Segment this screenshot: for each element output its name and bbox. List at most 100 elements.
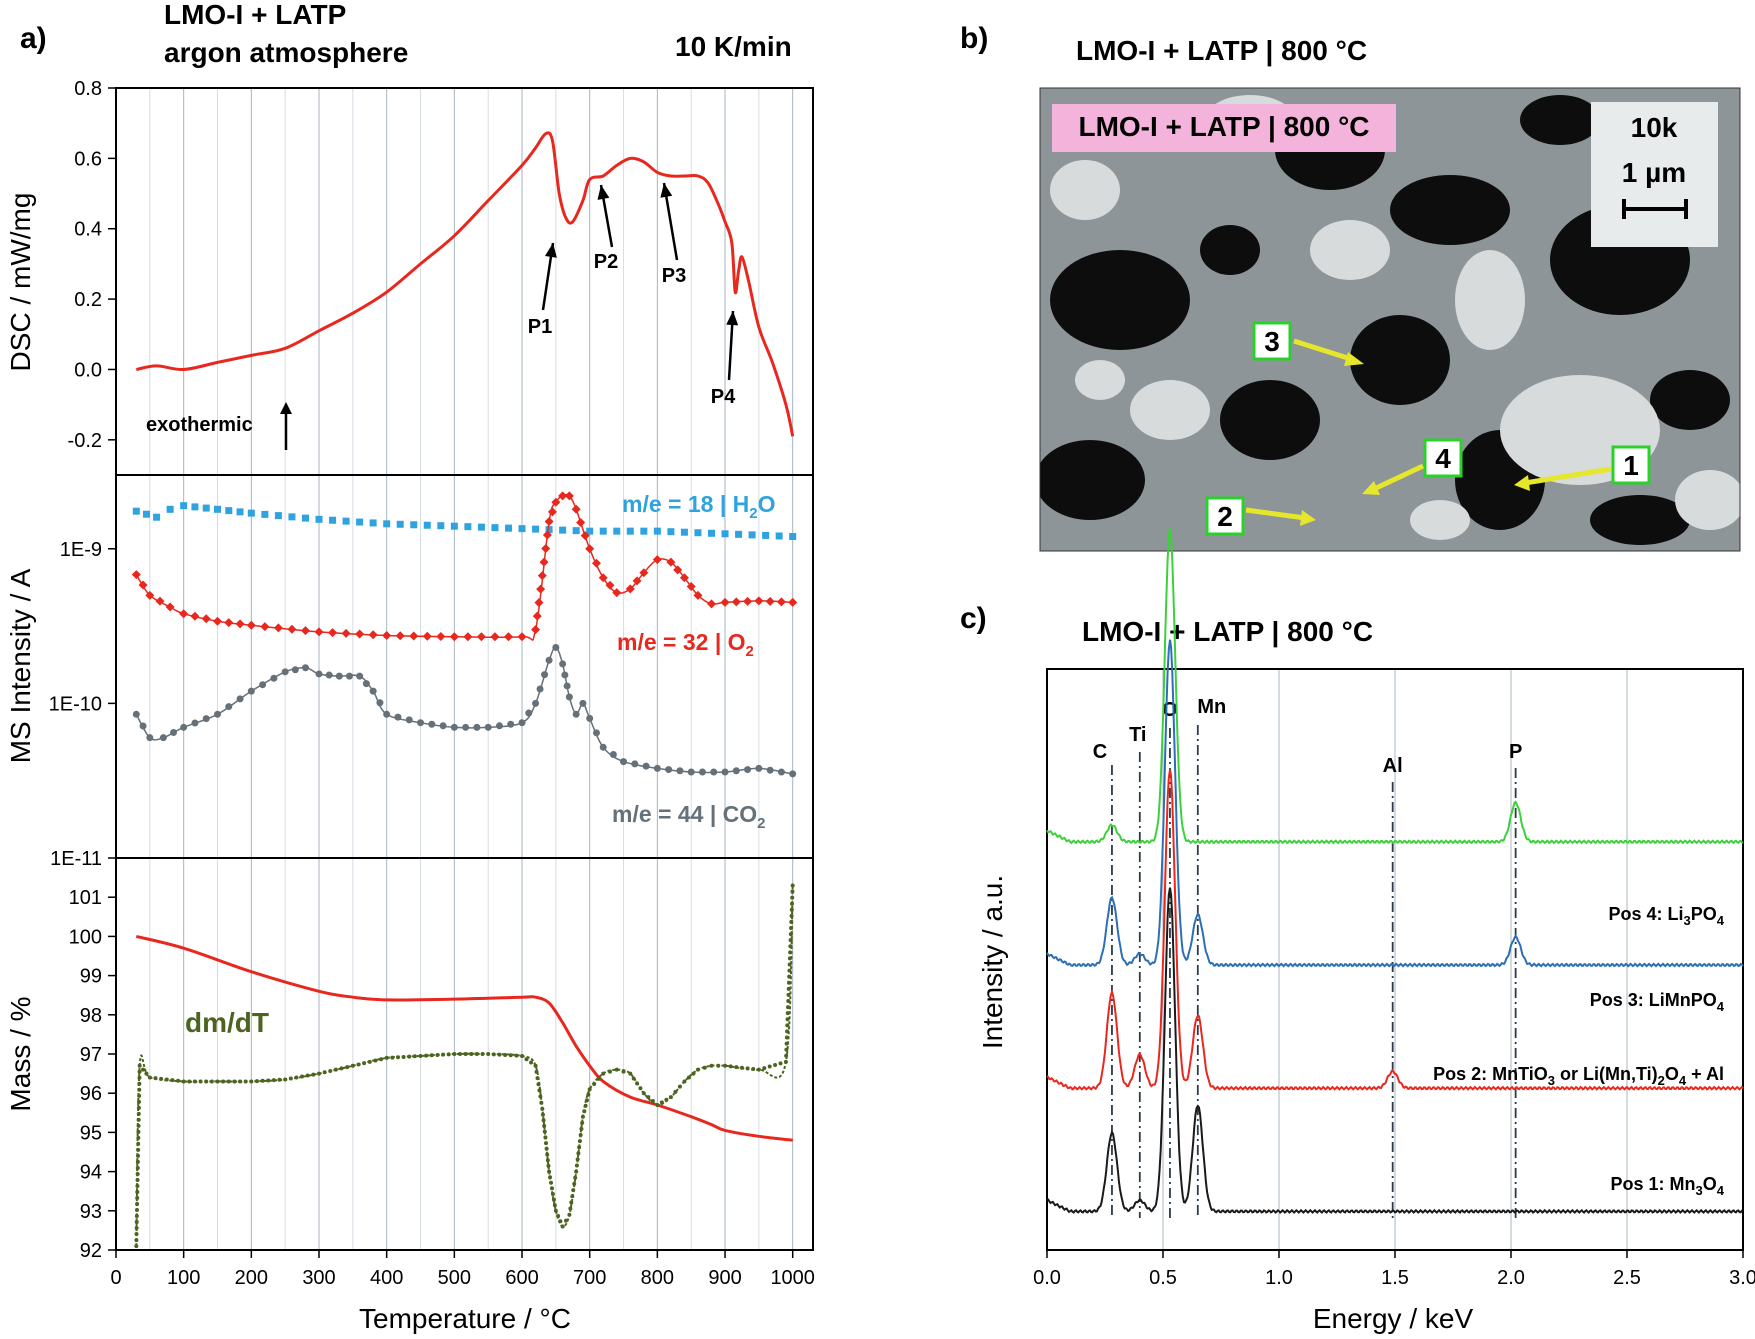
ms-point-o2 (131, 570, 141, 580)
dmdt-point (271, 1078, 276, 1083)
ms-point-co2 (545, 656, 553, 664)
eds-spectrum-label-pos-4: Pos 4: Li3PO4 (1609, 904, 1725, 928)
peak-label: P2 (594, 251, 618, 273)
dmdt-point (136, 1111, 141, 1116)
dmdt-point (446, 1052, 451, 1057)
ms-point-co2 (362, 680, 370, 688)
dmdt-point (529, 1060, 534, 1065)
ms-point-o2 (580, 531, 590, 541)
dmdt-point (159, 1076, 164, 1081)
ms-point-co2 (301, 664, 309, 672)
dmdt-point (136, 1105, 141, 1110)
dmdt-point (441, 1052, 446, 1057)
ms-point-co2 (687, 768, 695, 776)
x-tick-label: 0.5 (1149, 1267, 1177, 1289)
ms-point-o2 (409, 631, 419, 641)
dmdt-point (668, 1095, 673, 1100)
ms-point-h2o (640, 527, 648, 535)
dmdt-point (539, 1100, 544, 1105)
dmdt-point (480, 1052, 485, 1056)
dmdt-point (373, 1058, 378, 1063)
dmdt-point (580, 1120, 585, 1125)
dmdt-point (553, 1208, 558, 1213)
x-tick-label: 2.0 (1497, 1267, 1525, 1289)
dmdt-point (226, 1079, 231, 1084)
dmdt-point (339, 1066, 344, 1071)
dmdt-point (407, 1054, 412, 1059)
dmdt-point (789, 913, 794, 918)
ms-point-co2 (653, 764, 661, 772)
eds-spectrum-pos-4 (1046, 526, 1744, 845)
y-tick-label: 99 (80, 966, 102, 988)
dmdt-point (778, 1061, 783, 1066)
peak-label: P3 (662, 265, 686, 287)
dmdt-point (702, 1065, 707, 1070)
dmdt-point (134, 1220, 139, 1225)
ms-point-co2 (225, 703, 233, 711)
ms-point-co2 (417, 719, 425, 727)
dmdt-point (635, 1081, 640, 1086)
dmdt-point (534, 1069, 539, 1074)
ms-point-h2o (202, 504, 210, 512)
eds-spectrum-pos-2 (1046, 769, 1744, 1091)
ms-point-o2 (287, 624, 297, 634)
panel-b: b) LMO-I + LATP | 800 °C (960, 22, 1741, 552)
ms-point-o2 (666, 557, 676, 567)
dmdt-point (266, 1078, 271, 1083)
ms-point-co2 (428, 720, 436, 728)
dmdt-point (192, 1079, 197, 1084)
dmdt-point (283, 1077, 288, 1082)
ms-point-h2o (274, 512, 282, 520)
ms-point-o2 (422, 631, 432, 641)
dmdt-point (401, 1054, 406, 1059)
dmdt-point (723, 1063, 728, 1068)
ms-point-co2 (356, 672, 364, 680)
ms-point-o2 (706, 599, 716, 609)
ms-series-label-h2o: m/e = 18 | H2O (622, 491, 776, 522)
dmdt-point (277, 1077, 282, 1082)
ms-point-o2 (679, 573, 689, 583)
ms-point-o2 (605, 580, 615, 590)
peak-label: P1 (528, 316, 552, 338)
ms-point-h2o (356, 518, 364, 526)
eds-spectrum-pos-3 (1046, 639, 1744, 968)
dmdt-point (548, 1175, 553, 1180)
dmdt-point (650, 1099, 655, 1104)
element-label-p: P (1509, 741, 1522, 763)
dmdt-point (788, 944, 793, 949)
dmdt-point (136, 1147, 141, 1152)
ms-point-o2 (138, 580, 148, 590)
ms-point-o2 (517, 632, 527, 642)
ms-point-o2 (155, 596, 165, 606)
dmdt-point (686, 1075, 691, 1080)
dmdt-point (137, 1081, 142, 1086)
y-tick-label: 1E-11 (50, 848, 102, 870)
dmdt-point (784, 1035, 789, 1040)
dmdt-point (254, 1079, 259, 1084)
ms-point-co2 (146, 734, 154, 742)
ms-point-h2o (653, 527, 661, 535)
dmdt-point (135, 1153, 140, 1158)
dmdt-point (491, 1052, 496, 1057)
ms-point-o2 (544, 517, 554, 527)
ms-point-co2 (484, 723, 492, 731)
ms-point-co2 (789, 770, 797, 778)
dmdt-point (728, 1064, 733, 1069)
y-tick-label: 96 (80, 1083, 102, 1105)
ms-point-h2o (707, 529, 715, 537)
element-label-c: C (1093, 741, 1107, 763)
ms-point-h2o (247, 509, 255, 517)
ms-point-co2 (552, 643, 560, 651)
dmdt-point (631, 1076, 636, 1081)
dmdt-point (578, 1133, 583, 1138)
dmdt-point (356, 1062, 361, 1067)
dmdt-point (564, 1218, 569, 1223)
dmdt-point (552, 1203, 557, 1208)
dmdt-point (457, 1052, 462, 1056)
dmdt-point (783, 1059, 788, 1064)
ms-series-label-co2: m/e = 44 | CO2 (612, 801, 766, 832)
dmdt-point (379, 1057, 384, 1062)
ms-point-o2 (235, 619, 245, 629)
dmdt-point (134, 1226, 139, 1231)
eds-spectrum-label-pos-3: Pos 3: LiMnPO4 (1590, 990, 1725, 1014)
